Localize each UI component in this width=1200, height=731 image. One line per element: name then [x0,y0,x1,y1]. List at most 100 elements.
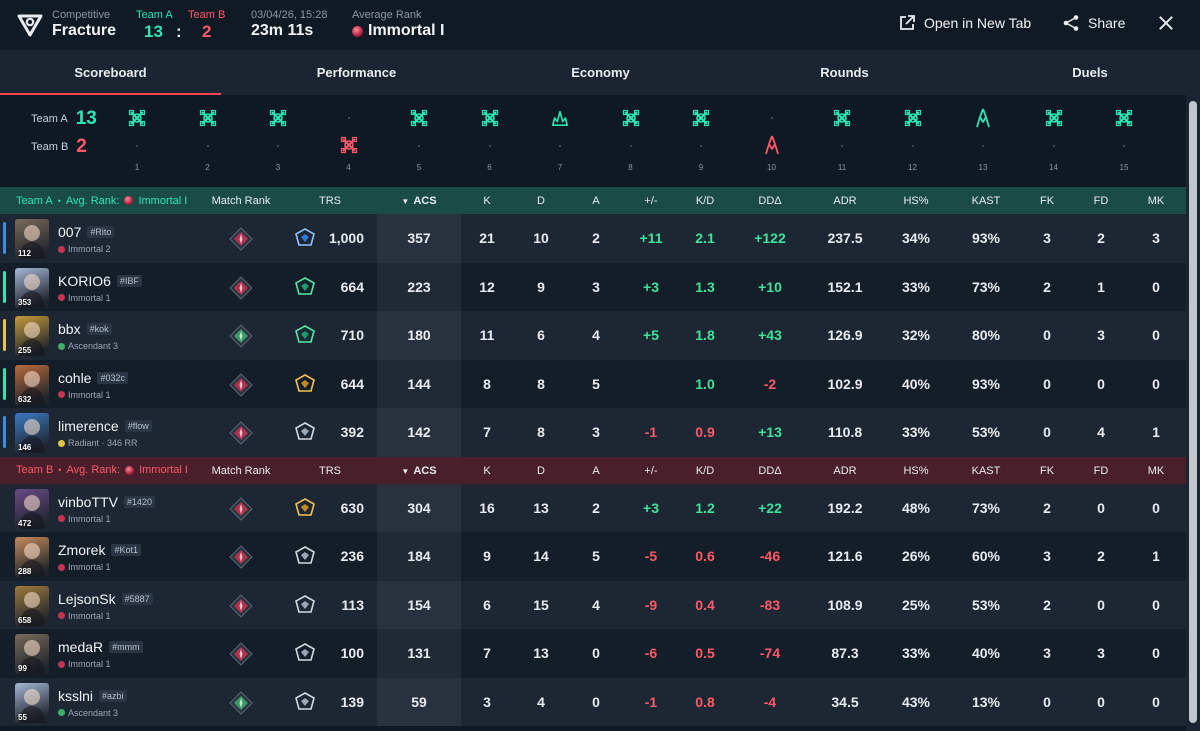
match-rank-icon[interactable] [229,275,253,300]
col-a[interactable]: A [592,195,600,207]
stat-mk: 1 [1152,424,1160,440]
open-in-new-tab-button[interactable]: Open in New Tab [898,14,1031,32]
col-mk[interactable]: MK [1147,195,1165,207]
match-rank-icon[interactable] [229,593,253,618]
player-name-link[interactable]: medaR #mmm [58,639,143,655]
tab-economy[interactable]: Economy [492,50,709,95]
col-kd[interactable]: K/D [695,195,715,207]
col-acs[interactable]: ▼ ACS [389,195,449,207]
col-fk[interactable]: FK [1039,195,1055,207]
col-fk[interactable]: FK [1039,464,1055,477]
agent-portrait[interactable]: 55 [15,682,49,723]
stat-dd: -4 [763,693,777,710]
tab-performance[interactable]: Performance [221,50,492,95]
agent-silhouette-icon [19,494,45,529]
player-name-link[interactable]: Zmorek #Kot1 [58,542,141,558]
player-row[interactable]: 288 Zmorek #Kot1 Immortal 1 236 184 9 14 5 -5… [0,532,1186,581]
share-button[interactable]: Share [1062,14,1125,32]
match-rank-icon[interactable] [229,496,253,521]
col-dd[interactable]: DDΔ [758,195,782,207]
timeline-team-a-label: Team A [31,113,68,125]
player-name-link[interactable]: cohle #032c [58,370,128,386]
agent-portrait[interactable]: 632 [15,364,49,405]
col-pm[interactable]: +/- [644,195,658,207]
col-kast[interactable]: KAST [971,464,1001,477]
agent-portrait[interactable]: 353 [15,267,49,308]
col-d[interactable]: D [537,195,545,207]
player-name-link[interactable]: LejsonSk #5887 [58,591,153,607]
player-name-link[interactable]: ksslni #azbi [58,688,127,704]
col-kd[interactable]: K/D [695,464,715,477]
col-fd[interactable]: FD [1093,464,1109,477]
empty-round-marker [418,145,420,147]
player-name-link[interactable]: vinboTTV #1420 [58,494,155,510]
scrollbar-thumb[interactable] [1189,101,1197,723]
close-button[interactable] [1158,15,1174,31]
match-rank-icon[interactable] [229,545,253,569]
player-row[interactable]: 658 LejsonSk #5887 Immortal 1 113 154 6 15 4… [0,580,1186,629]
match-rank-icon[interactable] [229,227,253,251]
col-k[interactable]: K [483,195,491,207]
agent-portrait[interactable]: 99 [15,634,49,674]
col-d[interactable]: D [537,464,545,477]
player-row[interactable]: 472 vinboTTV #1420 Immortal 1 630 304 16 13… [0,483,1186,532]
share-icon [1063,15,1079,31]
col-adr[interactable]: ADR [833,464,857,477]
agent-portrait[interactable]: 146 [15,413,49,453]
acs-highlight [377,214,461,263]
player-row[interactable]: 112 007 #Rito Immortal 2 1,000 357 21 10 2 +1… [0,214,1186,263]
sort-desc-icon: ▼ [401,466,410,476]
agent-portrait[interactable]: 472 [15,488,49,529]
col-kast[interactable]: KAST [971,195,1001,207]
col-match-rank[interactable]: Match Rank [211,195,271,207]
match-rank-icon[interactable] [229,421,253,445]
team-b-header: Team B • Avg. Rank: Immortal I Match Ran… [0,456,1186,484]
tab-rounds[interactable]: Rounds [709,50,980,95]
col-match-rank[interactable]: Match Rank [211,464,271,477]
player-name-link[interactable]: KORIO6 #IBF [58,273,142,289]
elimination-icon [128,109,146,127]
match-rank-icon[interactable] [229,642,253,666]
col-trs[interactable]: TRS [319,464,341,477]
player-row[interactable]: 146 limerence #flow Radiant · 346 RR 392… [0,408,1186,457]
player-row[interactable]: 353 KORIO6 #IBF Immortal 1 664 223 12 9 3 +3 1… [0,262,1186,311]
agent-portrait[interactable]: 288 [15,537,49,577]
col-mk[interactable]: MK [1147,464,1165,477]
col-acs[interactable]: ▼ ACS [389,465,449,477]
agent-portrait[interactable]: 112 [15,219,49,259]
match-rank-icon[interactable] [229,690,253,715]
col-trs[interactable]: TRS [319,195,341,207]
player-row[interactable]: 255 bbx #kok Ascendant 3 710 180 11 6 4 +5 1.8… [0,311,1186,360]
col-hs[interactable]: HS% [903,464,929,477]
col-a[interactable]: A [592,464,600,477]
player-name-link[interactable]: 007 #Rito [58,224,115,240]
col-fd[interactable]: FD [1093,195,1109,207]
player-rank: Immortal 1 [58,611,111,621]
player-row[interactable]: 632 cohle #032c Immortal 1 644 144 8 8 5 1.0 -… [0,359,1186,408]
agent-portrait[interactable]: 255 [15,316,49,356]
stat-hs: 48% [901,499,931,516]
col-pm[interactable]: +/- [644,464,658,477]
agent-silhouette-icon [19,640,45,674]
avg-rank-value: Immortal I [139,464,188,476]
scrollbar[interactable] [1186,95,1200,731]
agent-portrait[interactable]: 658 [15,585,49,626]
tab-duels[interactable]: Duels [980,50,1200,95]
player-name-link[interactable]: limerence #flow [58,418,152,434]
col-k[interactable]: K [483,464,491,477]
tab-scoreboard[interactable]: Scoreboard [0,50,221,95]
player-row[interactable]: 99 medaR #mmm Immortal 1 100 131 7 13 0 -6 0.5… [0,629,1186,678]
tab-label: Duels [1072,65,1108,80]
player-tag: #5887 [121,592,153,605]
spike-defuse-icon [974,108,992,128]
match-rank-icon[interactable] [229,372,253,397]
elimination-icon [410,109,428,127]
col-adr[interactable]: ADR [833,195,857,207]
tab-label: Performance [316,65,397,80]
player-name-link[interactable]: bbx #kok [58,321,112,337]
col-dd[interactable]: DDΔ [758,464,782,477]
player-row[interactable]: 55 ksslni #azbi Ascendant 3 139 59 3 4 0 -1 0.… [0,677,1186,726]
stat-a: 4 [592,596,600,613]
match-rank-icon[interactable] [229,324,253,348]
col-hs[interactable]: HS% [903,195,929,207]
